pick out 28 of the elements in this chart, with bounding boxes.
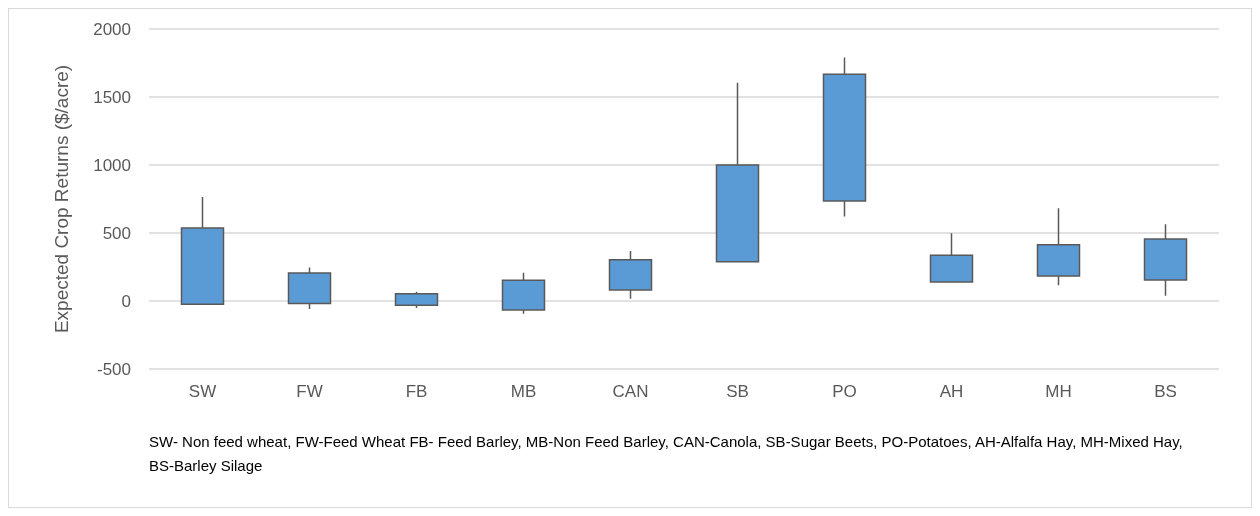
y-tick-label: -500 bbox=[96, 359, 131, 379]
text: SW- Non feed wheat, FW-Feed Wheat FB- Feed Barley, MB-Non Feed Barley, CAN-Canola, SB-Sugar Beets, PO-Potatoes, AH-Alfalfa Hay, MH-Mixed Hay, BS-Barley Silage bbox=[149, 432, 1187, 474]
candlestick bbox=[608, 250, 653, 300]
candlestick bbox=[1036, 207, 1081, 287]
candlestick bbox=[1143, 223, 1188, 297]
x-tick-label: MB bbox=[510, 382, 537, 401]
x-tick-label: BS bbox=[1154, 382, 1177, 401]
x-tick-label: MH bbox=[1045, 382, 1072, 401]
candlestick bbox=[501, 272, 546, 315]
candlestick bbox=[394, 291, 439, 309]
y-tick-label: 1000 bbox=[93, 155, 131, 175]
candlestick bbox=[287, 266, 332, 310]
y-axis-title: Expected Crop Returns ($/acre) bbox=[51, 64, 72, 334]
candlestick bbox=[715, 81, 760, 263]
candlestick bbox=[822, 56, 867, 218]
y-tick-label: 2000 bbox=[93, 19, 131, 39]
y-tick-label: 500 bbox=[102, 223, 131, 243]
x-tick-label: SB bbox=[726, 382, 749, 401]
y-tick-label: 1500 bbox=[93, 87, 131, 107]
x-tick-label: PO bbox=[832, 382, 857, 401]
x-tick-label: CAN bbox=[612, 382, 649, 401]
x-tick-label: FW bbox=[296, 382, 323, 401]
candlestick bbox=[180, 196, 225, 306]
candlestick bbox=[929, 232, 974, 283]
x-tick-label: AH bbox=[939, 382, 964, 401]
x-tick-label: FB bbox=[405, 382, 428, 401]
y-tick-label: 0 bbox=[121, 291, 131, 311]
x-tick-label: SW bbox=[188, 382, 217, 401]
